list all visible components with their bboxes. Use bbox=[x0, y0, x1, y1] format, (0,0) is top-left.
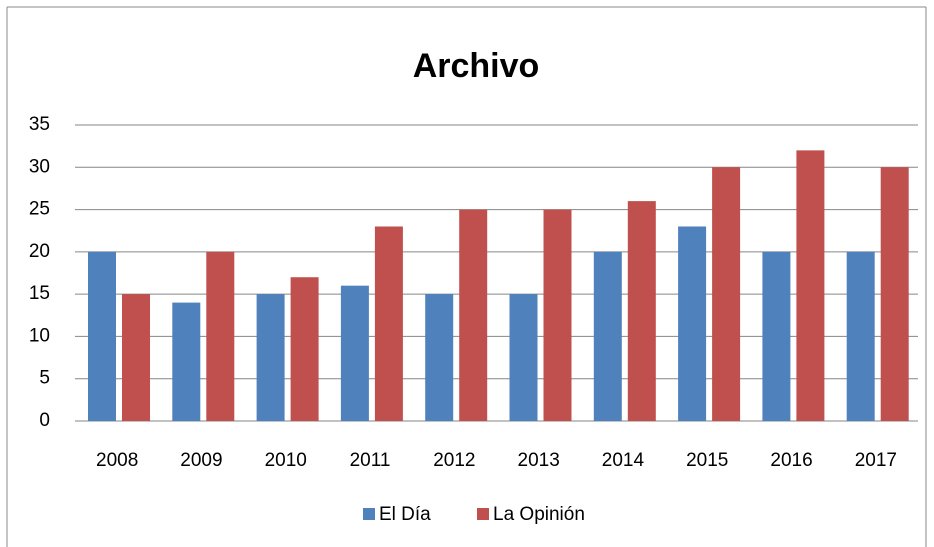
bar bbox=[374, 226, 403, 421]
x-tick-label: 2011 bbox=[350, 450, 391, 471]
legend-swatch bbox=[363, 508, 375, 520]
bar bbox=[712, 167, 741, 421]
bar bbox=[88, 251, 116, 421]
x-tick-label: 2008 bbox=[96, 450, 138, 471]
bar bbox=[796, 150, 825, 421]
x-tick-label: 2013 bbox=[518, 450, 560, 471]
y-tick-label: 0 bbox=[39, 410, 50, 431]
bar bbox=[627, 201, 656, 421]
x-tick-label: 2015 bbox=[686, 450, 728, 471]
y-tick-label: 35 bbox=[29, 114, 50, 135]
y-tick-label: 5 bbox=[39, 368, 50, 389]
x-tick-label: 2017 bbox=[855, 450, 897, 471]
y-tick-label: 15 bbox=[29, 283, 50, 304]
bar bbox=[762, 251, 791, 421]
bar bbox=[340, 285, 369, 421]
y-tick-label: 10 bbox=[29, 325, 50, 346]
bar bbox=[425, 294, 454, 421]
x-tick-label: 2014 bbox=[602, 450, 645, 471]
x-tick-label: 2010 bbox=[265, 450, 307, 471]
bar bbox=[459, 209, 488, 421]
x-tick-label: 2009 bbox=[180, 450, 222, 471]
bar bbox=[543, 209, 572, 421]
bar bbox=[256, 294, 285, 421]
legend-label: La Opinión bbox=[493, 504, 585, 525]
bar bbox=[122, 294, 150, 421]
bar bbox=[593, 251, 622, 421]
y-tick-label: 30 bbox=[29, 156, 50, 177]
bar bbox=[846, 251, 875, 421]
y-tick-label: 25 bbox=[29, 199, 50, 220]
bar bbox=[678, 226, 707, 421]
bar bbox=[172, 302, 201, 421]
chart-title: Archivo bbox=[413, 47, 540, 85]
x-tick-label: 2016 bbox=[770, 450, 812, 471]
bar bbox=[509, 294, 538, 421]
y-tick-label: 20 bbox=[29, 241, 50, 262]
bar bbox=[880, 167, 909, 421]
legend-swatch bbox=[477, 508, 489, 520]
x-tick-label: 2012 bbox=[433, 450, 475, 471]
legend-label: El Día bbox=[379, 504, 431, 525]
bar bbox=[206, 251, 235, 421]
bar bbox=[290, 277, 319, 421]
